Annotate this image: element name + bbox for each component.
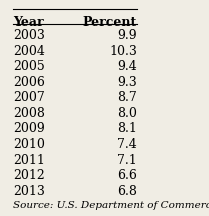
Text: 7.1: 7.1 bbox=[117, 154, 137, 167]
Text: 2013: 2013 bbox=[13, 185, 45, 198]
Text: 6.8: 6.8 bbox=[117, 185, 137, 198]
Text: 6.6: 6.6 bbox=[117, 169, 137, 182]
Text: 8.0: 8.0 bbox=[117, 107, 137, 120]
Text: 2010: 2010 bbox=[13, 138, 45, 151]
Text: 2003: 2003 bbox=[13, 29, 45, 42]
Text: 8.7: 8.7 bbox=[117, 91, 137, 104]
Text: 8.1: 8.1 bbox=[117, 122, 137, 135]
Text: 9.3: 9.3 bbox=[117, 76, 137, 89]
Text: 2009: 2009 bbox=[13, 122, 45, 135]
Text: 2004: 2004 bbox=[13, 45, 45, 58]
Text: 2008: 2008 bbox=[13, 107, 45, 120]
Text: 9.4: 9.4 bbox=[117, 60, 137, 73]
Text: 2011: 2011 bbox=[13, 154, 45, 167]
Text: 9.9: 9.9 bbox=[117, 29, 137, 42]
Text: Percent: Percent bbox=[83, 16, 137, 29]
Text: 10.3: 10.3 bbox=[109, 45, 137, 58]
Text: Source: U.S. Department of Commerce.: Source: U.S. Department of Commerce. bbox=[13, 201, 209, 210]
Text: 2012: 2012 bbox=[13, 169, 45, 182]
Text: 2006: 2006 bbox=[13, 76, 45, 89]
Text: 2007: 2007 bbox=[13, 91, 45, 104]
Text: 2005: 2005 bbox=[13, 60, 45, 73]
Text: 7.4: 7.4 bbox=[117, 138, 137, 151]
Text: Year: Year bbox=[13, 16, 44, 29]
